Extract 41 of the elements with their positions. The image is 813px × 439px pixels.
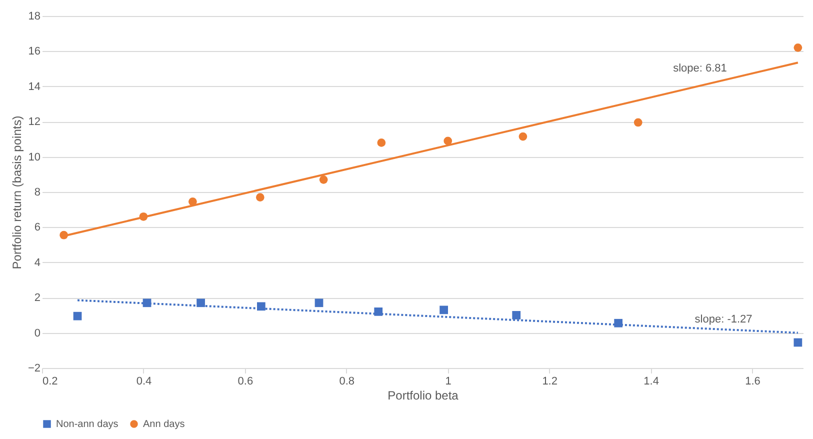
x-tick-label: 0.2 — [42, 376, 58, 388]
point — [73, 312, 82, 320]
y-tick-label: 10 — [28, 151, 40, 164]
y-tick-label: 8 — [34, 186, 40, 198]
y-axis-title: Portfolio return (basis points) — [10, 116, 24, 270]
point — [518, 132, 528, 141]
legend-label: Ann days — [143, 419, 185, 430]
y-tick-label: 12 — [28, 116, 40, 128]
point — [440, 306, 448, 314]
y-tick-label: 14 — [28, 80, 40, 93]
x-tick-label: 0.4 — [136, 376, 152, 388]
y-tick-label: 6 — [34, 222, 40, 234]
annotation: slope: 6.81 — [673, 62, 727, 74]
x-tick-label: 0.8 — [339, 376, 355, 388]
point — [196, 298, 205, 308]
point — [319, 176, 328, 184]
x-tick-label: 0.6 — [238, 376, 254, 388]
point — [374, 307, 383, 316]
x-tick-label: 1.6 — [745, 376, 760, 388]
x-tick-label: 1.4 — [644, 376, 659, 388]
x-tick-label: 1.2 — [542, 376, 558, 388]
legend-label: Non-ann days — [56, 419, 118, 430]
annotation: slope: -1.27 — [694, 314, 752, 326]
point — [314, 298, 324, 308]
y-tick-label: 18 — [28, 10, 40, 22]
x-axis-title: Portfolio beta — [388, 388, 459, 402]
point — [634, 118, 642, 127]
point — [512, 311, 521, 320]
y-tick-label: 0 — [34, 327, 40, 340]
point — [256, 302, 266, 311]
x-tick-label: 1 — [445, 376, 452, 388]
point — [794, 338, 802, 347]
y-tick-label: 16 — [28, 46, 40, 58]
y-tick-label: 2 — [34, 292, 40, 304]
point — [256, 193, 264, 202]
point — [614, 318, 623, 328]
point — [377, 138, 386, 147]
point — [794, 44, 802, 52]
y-tick-label: −2 — [28, 362, 40, 374]
y-tick-label: 4 — [34, 256, 40, 269]
point — [444, 136, 452, 146]
